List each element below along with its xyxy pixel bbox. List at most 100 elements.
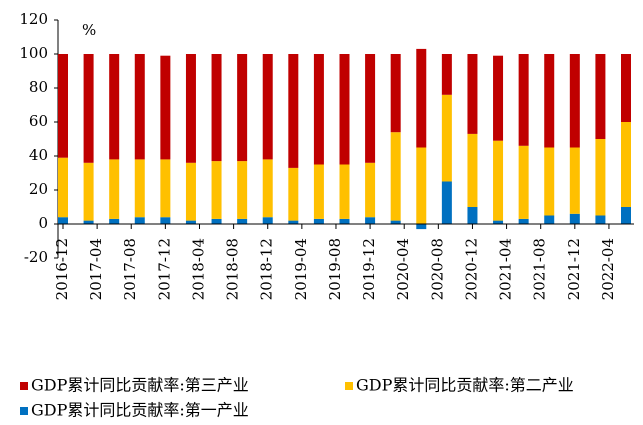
bar-segment [160,159,171,218]
bar-segment [493,140,504,221]
x-tick-label: 2018-04 [189,238,207,300]
bar-segment [160,217,171,224]
unit-annotation: % [82,21,96,39]
legend-label: GDP累计同比贡献率:第一产业 [31,401,249,420]
bar-segment [518,218,529,224]
bar-segment [493,220,504,224]
bar-segment [288,220,299,224]
x-tick-label: 2017-12 [155,238,173,300]
bar-segment [390,132,401,221]
y-tick-label: 120 [19,10,48,28]
x-tick-label: 2020-12 [462,238,480,300]
bar-segment [365,217,376,224]
bar-segment [441,54,452,95]
x-tick-label: 2017-08 [121,238,139,300]
bar-segment [595,215,606,224]
bar-segment [185,220,196,224]
x-tick-label: 2022-04 [599,238,617,300]
bar-segment [58,157,68,218]
bar-segment [569,147,580,214]
bar-segment [185,54,196,163]
bar-segment [518,145,529,219]
legend-label: GDP累计同比贡献率:第二产业 [356,376,574,395]
bar-segment [416,48,427,148]
bar-segment [467,54,478,134]
y-tick-label: 20 [29,180,48,198]
bar-segment [83,162,94,221]
bar-segment [109,159,120,219]
bar-segment [211,161,222,219]
bar-segment [569,213,580,224]
bar-segment [313,164,324,219]
bar-segment [109,218,120,224]
y-tick-label: 0 [38,214,48,232]
x-tick-label: 2019-04 [292,238,310,300]
bar-segment [339,164,350,219]
bar-segment [109,54,120,160]
bar-segment [416,147,427,224]
bar-segment [262,159,273,218]
bar-segment [416,224,427,230]
x-tick-label: 2019-08 [326,238,344,300]
x-tick-label: 2019-12 [360,238,378,300]
bar-segment [569,54,580,148]
y-tick-label: 80 [29,78,48,96]
y-tick-label: -20 [24,248,48,266]
bar-segment [313,218,324,224]
bar-segment [160,55,171,160]
bar-segment [211,218,222,224]
bar-segment [365,162,376,218]
x-tick-label: 2016-12 [53,238,71,300]
bar-segment [262,217,273,224]
bar-segment [185,162,196,221]
bar-segment [467,207,478,224]
bar-segment [237,218,248,224]
legend-swatch [20,382,28,390]
y-tick-label: 60 [29,112,48,130]
x-tick-label: 2021-08 [531,238,549,300]
bar-segment [339,54,350,165]
x-tick-label: 2020-04 [394,238,412,300]
bar-segment [595,54,606,139]
bar-segment [544,54,555,148]
bar-segment [518,54,529,146]
x-tick-label: 2021-04 [497,238,515,300]
bar-segment [237,54,248,162]
bar-segment [237,161,248,219]
bar-segment [134,159,145,218]
bar-segment [83,220,94,224]
legend-swatch [345,382,353,390]
bar-segment [58,54,68,158]
legend-label: GDP累计同比贡献率:第三产业 [31,376,249,395]
bar-segment [365,54,376,163]
y-tick-label: 40 [29,146,48,164]
bar-segment [544,147,555,216]
bar-segment [544,215,555,224]
bar-segment [211,54,222,162]
bar-segment [621,207,631,224]
x-tick-label: 2020-08 [428,238,446,300]
x-tick-label: 2018-08 [224,238,242,300]
bar-segment [467,133,478,207]
bar-segment [390,54,401,133]
y-tick-label: 100 [19,44,48,62]
bar-segment [262,54,273,160]
bar-segment [390,220,401,224]
bar-segment [288,167,299,221]
bar-segment [621,54,631,122]
bar-segment [441,181,452,224]
x-tick-label: 2018-12 [258,238,276,300]
bar-segment [441,94,452,182]
bar-segment [493,55,504,141]
legend-swatch [20,407,28,415]
x-tick-label: 2021-12 [565,238,583,300]
bar-segment [339,218,350,224]
bar-segment [83,54,94,163]
x-tick-label: 2017-04 [87,238,105,300]
bar-segment [313,54,324,165]
bar-segment [134,217,145,224]
bar-segment [134,54,145,160]
bar-segment [621,122,631,207]
